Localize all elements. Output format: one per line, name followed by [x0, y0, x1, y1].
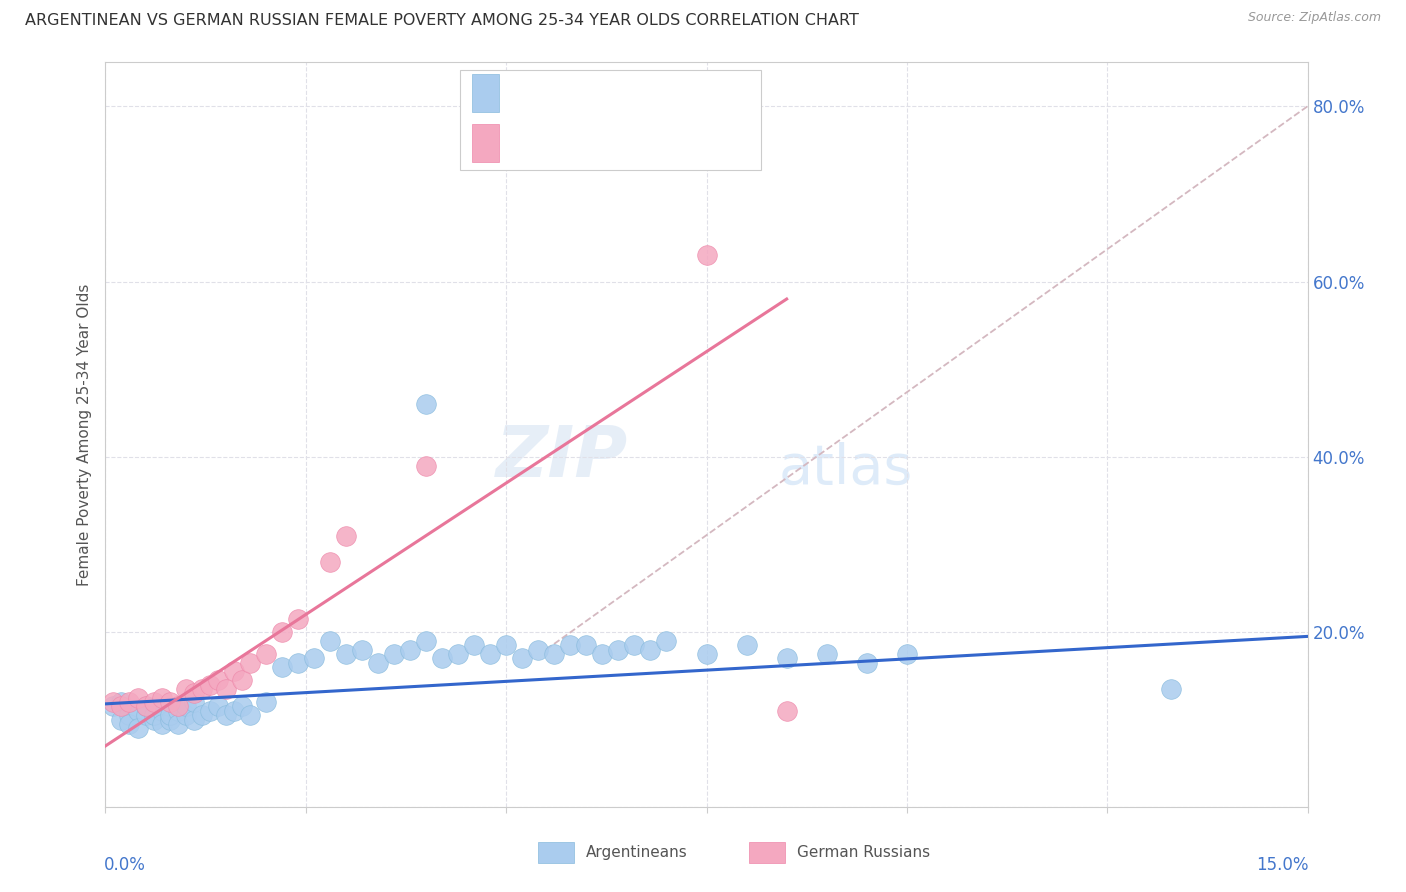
Point	[190, 708, 212, 723]
Point	[239, 656, 262, 670]
Text: ZIP: ZIP	[496, 423, 628, 491]
Point	[399, 642, 422, 657]
Point	[103, 695, 125, 709]
Point	[231, 673, 253, 688]
Point	[118, 717, 141, 731]
Point	[118, 708, 141, 723]
Point	[527, 642, 550, 657]
Point	[110, 699, 132, 714]
Point	[166, 699, 188, 714]
Point	[640, 642, 662, 657]
Point	[560, 638, 582, 652]
FancyBboxPatch shape	[748, 842, 785, 863]
Text: Argentineans: Argentineans	[586, 846, 688, 860]
Point	[222, 665, 245, 679]
Point	[231, 699, 253, 714]
Point	[183, 695, 205, 709]
Point	[623, 638, 645, 652]
Point	[350, 642, 373, 657]
Point	[287, 656, 309, 670]
Point	[776, 651, 799, 665]
Point	[198, 677, 221, 691]
Point	[222, 704, 245, 718]
Point	[319, 633, 342, 648]
Point	[207, 673, 229, 688]
Point	[103, 699, 125, 714]
Point	[735, 638, 758, 652]
Point	[430, 651, 453, 665]
Point	[127, 690, 149, 705]
Point	[655, 633, 678, 648]
Point	[198, 704, 221, 718]
Text: atlas: atlas	[779, 442, 912, 495]
Y-axis label: Female Poverty Among 25-34 Year Olds: Female Poverty Among 25-34 Year Olds	[77, 284, 93, 586]
Text: 15.0%: 15.0%	[1257, 855, 1309, 873]
Point	[135, 699, 157, 714]
Point	[214, 681, 236, 696]
Point	[166, 704, 188, 718]
Point	[270, 660, 292, 674]
Point	[174, 681, 197, 696]
Point	[135, 708, 157, 723]
Point	[415, 458, 437, 473]
Point	[463, 638, 485, 652]
Point	[382, 647, 405, 661]
Point	[174, 708, 197, 723]
Point	[495, 638, 517, 652]
Point	[183, 713, 205, 727]
Point	[896, 647, 918, 661]
Point	[607, 642, 630, 657]
Point	[150, 690, 173, 705]
Point	[287, 612, 309, 626]
Point	[367, 656, 389, 670]
Point	[270, 625, 292, 640]
Point	[110, 713, 132, 727]
Point	[415, 397, 437, 411]
Point	[575, 638, 598, 652]
Point	[110, 695, 132, 709]
Text: 0.0%: 0.0%	[104, 855, 146, 873]
Point	[127, 704, 149, 718]
Point	[302, 651, 325, 665]
Point	[150, 717, 173, 731]
Point	[510, 651, 533, 665]
Point	[159, 713, 181, 727]
Point	[543, 647, 565, 661]
Point	[776, 704, 799, 718]
Point	[142, 695, 165, 709]
Point	[127, 722, 149, 736]
Point	[159, 695, 181, 709]
Point	[166, 717, 188, 731]
Point	[183, 686, 205, 700]
Point	[239, 708, 262, 723]
Point	[135, 699, 157, 714]
Point	[696, 248, 718, 262]
Point	[142, 713, 165, 727]
Point	[591, 647, 613, 661]
Point	[254, 647, 277, 661]
FancyBboxPatch shape	[538, 842, 574, 863]
Point	[479, 647, 502, 661]
Point	[319, 555, 342, 569]
Point	[159, 708, 181, 723]
Point	[447, 647, 470, 661]
Point	[214, 708, 236, 723]
Point	[415, 633, 437, 648]
Point	[118, 695, 141, 709]
Text: ARGENTINEAN VS GERMAN RUSSIAN FEMALE POVERTY AMONG 25-34 YEAR OLDS CORRELATION C: ARGENTINEAN VS GERMAN RUSSIAN FEMALE POV…	[25, 13, 859, 29]
Point	[815, 647, 838, 661]
Point	[855, 656, 877, 670]
Text: Source: ZipAtlas.com: Source: ZipAtlas.com	[1247, 11, 1381, 24]
Point	[254, 695, 277, 709]
Point	[335, 647, 357, 661]
Point	[696, 647, 718, 661]
Point	[190, 681, 212, 696]
Point	[335, 528, 357, 542]
Text: German Russians: German Russians	[797, 846, 929, 860]
Point	[150, 704, 173, 718]
Point	[1160, 681, 1182, 696]
Point	[142, 708, 165, 723]
Point	[207, 699, 229, 714]
Point	[174, 699, 197, 714]
